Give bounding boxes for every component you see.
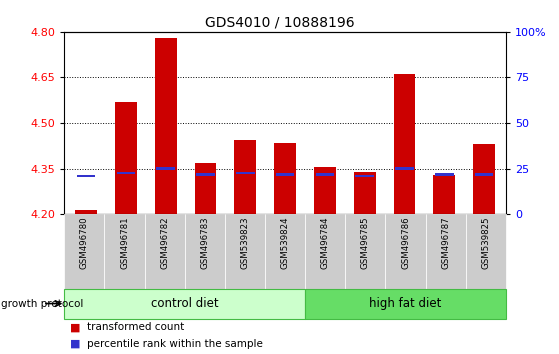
Text: transformed count: transformed count xyxy=(87,322,184,332)
Text: percentile rank within the sample: percentile rank within the sample xyxy=(87,339,263,349)
Bar xyxy=(234,140,256,214)
Text: GSM539824: GSM539824 xyxy=(281,216,290,269)
Bar xyxy=(157,167,175,170)
Bar xyxy=(316,173,334,176)
Bar xyxy=(236,172,254,175)
Bar xyxy=(356,175,374,177)
Text: ■: ■ xyxy=(70,322,80,332)
Text: control diet: control diet xyxy=(151,297,219,310)
Text: GSM496783: GSM496783 xyxy=(200,216,209,269)
Text: GDS4010 / 10888196: GDS4010 / 10888196 xyxy=(205,16,354,30)
Bar xyxy=(117,172,135,175)
Bar xyxy=(276,173,295,176)
Text: GSM496786: GSM496786 xyxy=(401,216,410,269)
Text: GSM539825: GSM539825 xyxy=(481,216,490,269)
Bar xyxy=(115,102,137,214)
Text: GSM539823: GSM539823 xyxy=(240,216,249,269)
Bar xyxy=(274,143,296,214)
Bar xyxy=(195,162,216,214)
Bar xyxy=(433,175,455,214)
Bar xyxy=(75,210,97,214)
Text: ■: ■ xyxy=(70,339,80,349)
Text: GSM496782: GSM496782 xyxy=(160,216,169,269)
Text: growth protocol: growth protocol xyxy=(1,298,83,309)
Bar xyxy=(395,167,414,170)
Text: GSM496787: GSM496787 xyxy=(441,216,450,269)
Bar xyxy=(354,172,376,214)
Text: GSM496780: GSM496780 xyxy=(80,216,89,269)
Bar xyxy=(77,175,96,177)
Text: GSM496784: GSM496784 xyxy=(321,216,330,269)
Bar xyxy=(435,173,453,176)
Text: GSM496785: GSM496785 xyxy=(361,216,370,269)
Bar xyxy=(155,38,177,214)
Text: high fat diet: high fat diet xyxy=(369,297,442,310)
Bar xyxy=(473,144,495,214)
Bar xyxy=(475,173,493,176)
Bar xyxy=(394,74,415,214)
Bar xyxy=(196,173,215,176)
Text: GSM496781: GSM496781 xyxy=(120,216,129,269)
Bar xyxy=(314,167,336,214)
